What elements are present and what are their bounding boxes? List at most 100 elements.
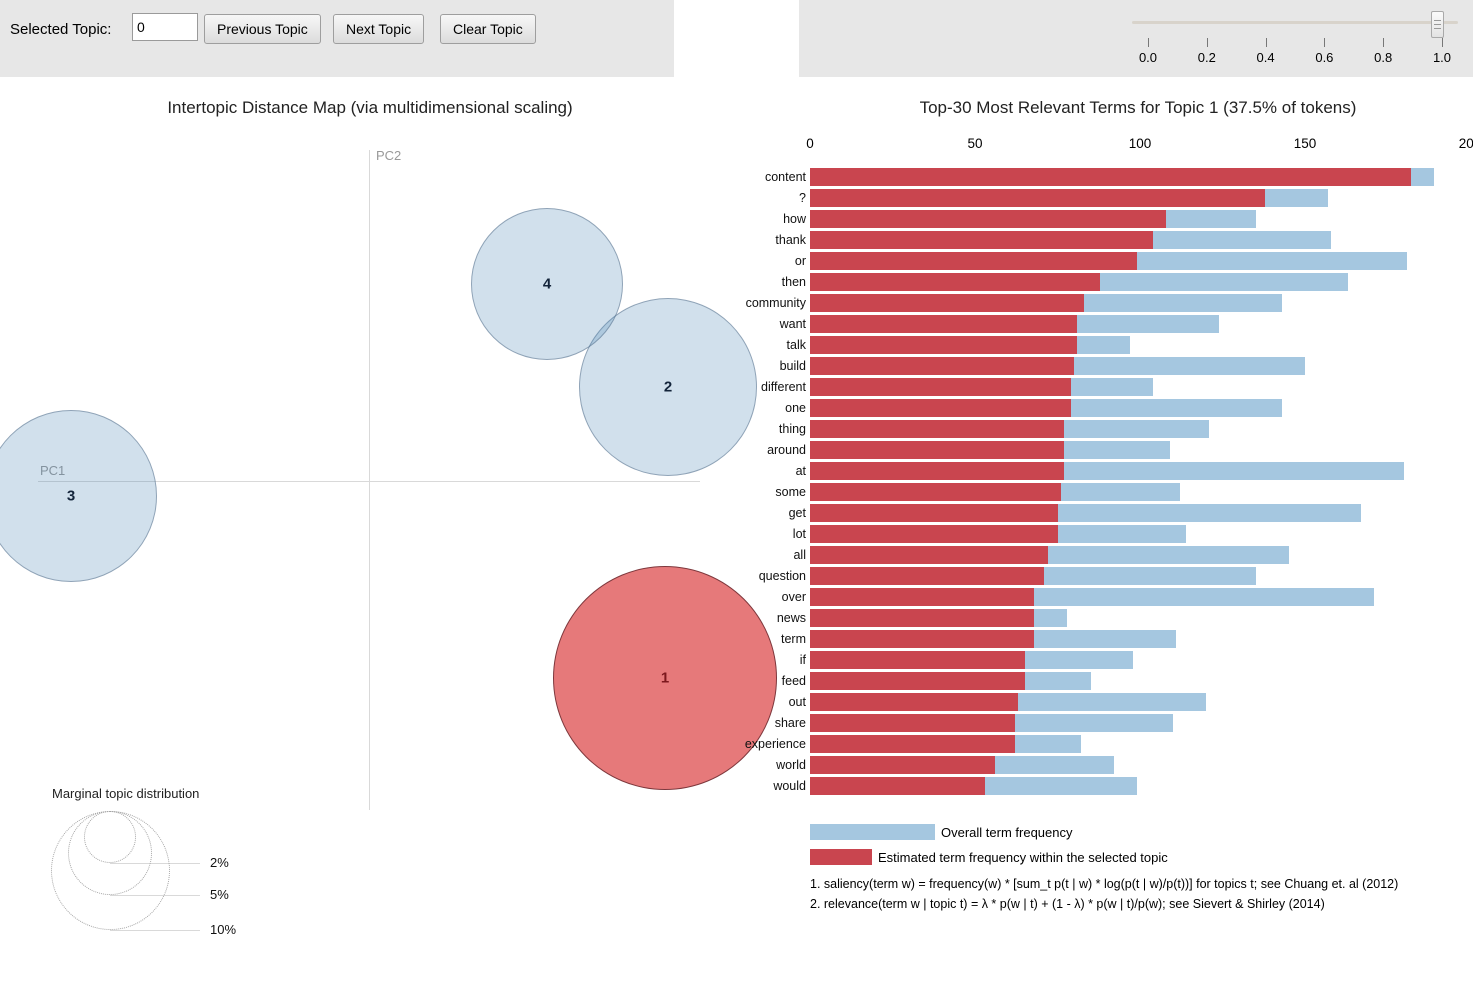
term-label[interactable]: want [779, 317, 806, 331]
topic-frequency-bar[interactable] [810, 273, 1101, 291]
topic-frequency-bar[interactable] [810, 777, 985, 795]
topic-frequency-bar[interactable] [810, 231, 1154, 249]
term-label[interactable]: over [781, 590, 806, 604]
pc2-axis-line [369, 150, 370, 810]
topic-frequency-bar[interactable] [810, 399, 1071, 417]
term-label[interactable]: feed [781, 674, 806, 688]
topic-frequency-bar[interactable] [810, 315, 1078, 333]
marginal-leader-line [110, 930, 200, 931]
term-label[interactable]: talk [786, 338, 806, 352]
term-label[interactable]: how [783, 212, 806, 226]
topic-frequency-bar[interactable] [810, 567, 1045, 585]
topic-frequency-bar[interactable] [810, 756, 995, 774]
topic-frequency-bar[interactable] [810, 294, 1084, 312]
lambda-slider-handle[interactable] [1431, 11, 1444, 38]
term-label[interactable]: some [775, 485, 806, 499]
term-label[interactable]: world [776, 758, 806, 772]
topic-frequency-bar[interactable] [810, 252, 1137, 270]
marginal-label-2%: 2% [210, 855, 229, 870]
topic-circle-3[interactable] [0, 410, 157, 582]
term-label[interactable]: content [764, 170, 806, 184]
topic-frequency-bar[interactable] [810, 441, 1065, 459]
barchart-tick-50: 50 [967, 136, 983, 151]
topic-frequency-bar[interactable] [810, 651, 1025, 669]
topic-circle-4[interactable] [471, 208, 623, 360]
term-label[interactable]: thank [775, 233, 806, 247]
term-label[interactable]: community [745, 296, 806, 310]
term-label[interactable]: if [799, 653, 806, 667]
marginal-distribution-title: Marginal topic distribution [52, 786, 200, 801]
term-label[interactable]: get [788, 506, 806, 520]
topic-frequency-bar[interactable] [810, 168, 1411, 186]
barchart-tick-0: 0 [806, 136, 814, 151]
barchart-tick-150: 150 [1293, 136, 1317, 151]
pc1-axis-line [38, 481, 700, 482]
slider-tick-mark [1148, 38, 1149, 47]
term-label[interactable]: build [779, 359, 806, 373]
topic-frequency-bar[interactable] [810, 378, 1071, 396]
term-label[interactable]: lot [792, 527, 806, 541]
topic-frequency-bar[interactable] [810, 714, 1015, 732]
pc2-axis-label: PC2 [376, 148, 402, 163]
barchart-tick-200: 200 [1458, 136, 1473, 151]
slider-tick-label: 0.6 [1315, 50, 1334, 65]
topic-frequency-bar[interactable] [810, 504, 1058, 522]
term-label[interactable]: at [795, 464, 806, 478]
topic-frequency-bar[interactable] [810, 735, 1015, 753]
slider-tick-label: 0.2 [1197, 50, 1216, 65]
topic-frequency-bar[interactable] [810, 693, 1018, 711]
barchart-title: Top-30 Most Relevant Terms for Topic 1 (… [919, 98, 1357, 117]
term-label[interactable]: out [788, 695, 806, 709]
topic-frequency-bar[interactable] [810, 588, 1035, 606]
topic-frequency-bar[interactable] [810, 336, 1078, 354]
term-label[interactable]: news [776, 611, 806, 625]
topic-frequency-bar[interactable] [810, 609, 1035, 627]
term-label[interactable]: ? [799, 191, 806, 205]
selected-topic-label: Selected Topic: [10, 21, 112, 38]
term-label[interactable]: or [794, 254, 806, 268]
term-label[interactable]: then [781, 275, 806, 289]
topic-frequency-bar[interactable] [810, 462, 1065, 480]
relevance-footnote: 2. relevance(term w | topic t) = λ * p(w… [810, 897, 1325, 911]
term-label[interactable]: different [761, 380, 806, 394]
marginal-label-10%: 10% [210, 922, 237, 937]
topic-circle-number-3: 3 [66, 487, 76, 505]
topic-circle-number-4: 4 [542, 275, 552, 293]
topic-frequency-bar[interactable] [810, 189, 1266, 207]
overall-frequency-swatch [810, 824, 935, 840]
topic-frequency-bar[interactable] [810, 546, 1048, 564]
overall-frequency-label: Overall term frequency [941, 825, 1073, 840]
topic-frequency-bar[interactable] [810, 420, 1065, 438]
topic-frequency-swatch [810, 849, 872, 865]
topic-frequency-bar[interactable] [810, 630, 1035, 648]
topic-frequency-bar[interactable] [810, 483, 1061, 501]
term-label[interactable]: term [781, 632, 806, 646]
topic-circle-number-1: 1 [660, 669, 670, 687]
selected-topic-input[interactable] [132, 13, 198, 41]
topic-circle-number-2: 2 [663, 378, 673, 396]
slider-tick-label: 0.4 [1256, 50, 1275, 65]
term-label[interactable]: would [773, 779, 806, 793]
barchart-tick-100: 100 [1128, 136, 1152, 151]
clear-topic-button[interactable]: Clear Topic [440, 14, 536, 44]
slider-tick-label: 1.0 [1432, 50, 1452, 65]
topic-frequency-bar[interactable] [810, 210, 1167, 228]
term-label[interactable]: one [785, 401, 806, 415]
lambda-slider-track[interactable] [1132, 21, 1458, 24]
slider-tick-mark [1383, 38, 1385, 47]
term-label[interactable]: around [767, 443, 806, 457]
term-label[interactable]: experience [744, 737, 806, 751]
topic-circle-1[interactable] [553, 566, 777, 790]
slider-tick-label: 0.0 [1138, 50, 1158, 65]
topic-frequency-bar[interactable] [810, 525, 1058, 543]
term-label[interactable]: question [758, 569, 806, 583]
slider-tick-mark [1324, 38, 1326, 47]
next-topic-button[interactable]: Next Topic [333, 14, 425, 44]
term-label[interactable]: share [774, 716, 806, 730]
term-label[interactable]: thing [778, 422, 806, 436]
previous-topic-button[interactable]: Previous Topic [204, 14, 321, 44]
topic-frequency-bar[interactable] [810, 357, 1074, 375]
relevance-slider-panel: Slide to adjust relevance metric:(2) λ =… [799, 0, 1473, 77]
topic-frequency-bar[interactable] [810, 672, 1025, 690]
term-label[interactable]: all [793, 548, 806, 562]
